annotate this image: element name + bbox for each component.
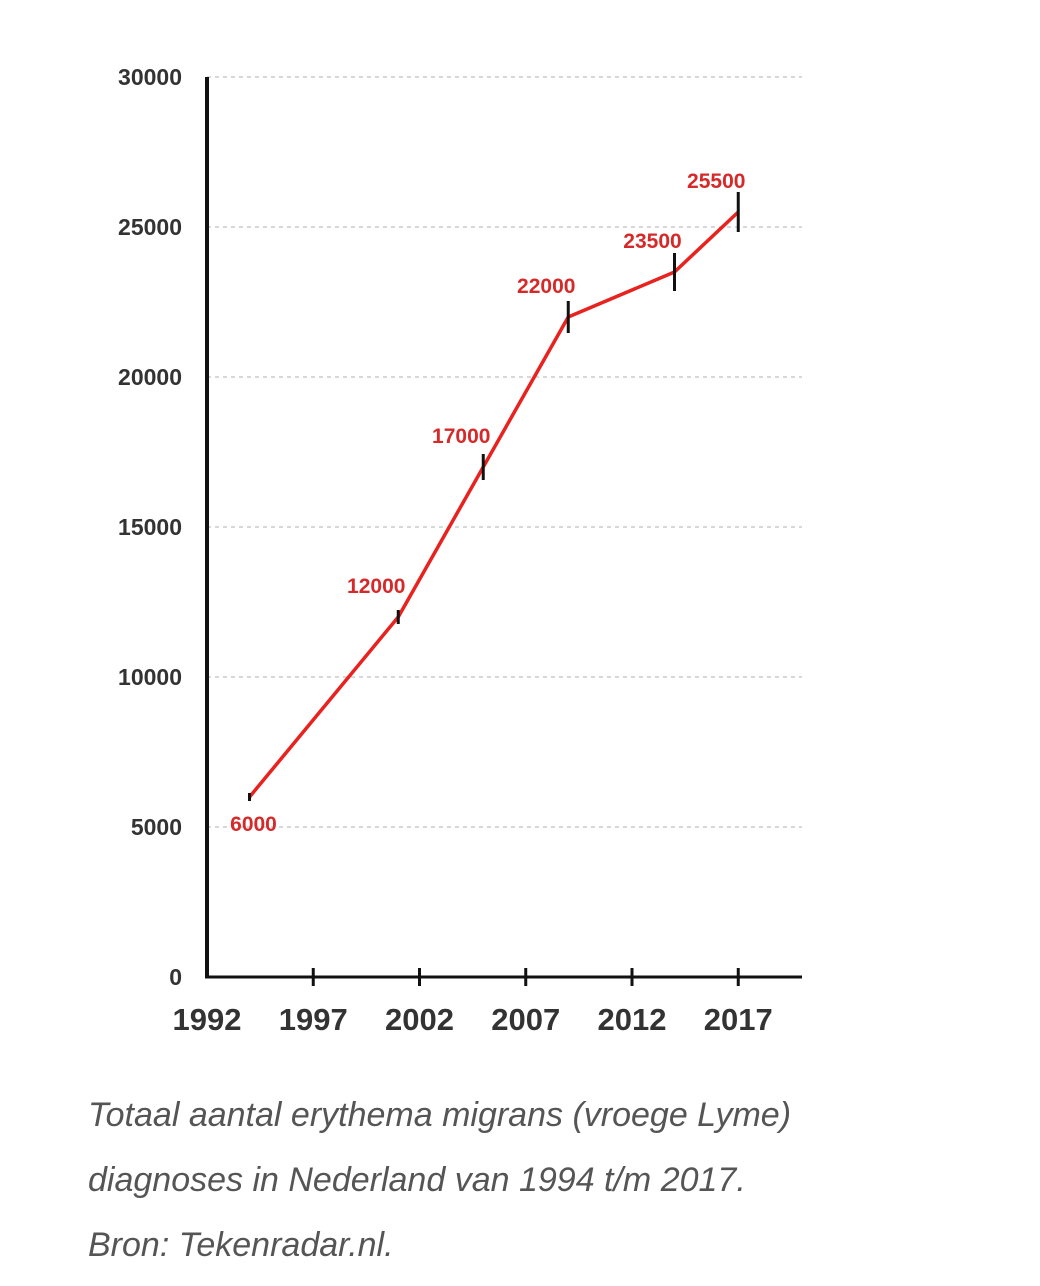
y-tick-label: 0 xyxy=(169,964,182,990)
series-line xyxy=(248,210,740,799)
grid-lines xyxy=(207,76,802,828)
axes xyxy=(205,77,802,986)
y-tick-label: 25000 xyxy=(118,214,182,240)
y-tick-label: 10000 xyxy=(118,664,182,690)
caption-line-1: Totaal aantal erythema migrans (vroege L… xyxy=(88,1096,792,1134)
y-tick-label: 20000 xyxy=(118,364,182,390)
data-label: 23500 xyxy=(623,230,681,253)
data-label: 12000 xyxy=(347,575,405,598)
y-tick-label: 15000 xyxy=(118,514,182,540)
caption-source: Bron: Tekenradar.nl. xyxy=(88,1226,394,1264)
x-tick-label: 2017 xyxy=(704,1002,773,1037)
caption-line-2: diagnoses in Nederland van 1994 t/m 2017… xyxy=(88,1161,746,1199)
line-chart: 0 5000 10000 15000 20000 25000 30000 1992 1997 2… xyxy=(118,64,802,1037)
y-tick-labels: 0 5000 10000 15000 20000 25000 30000 xyxy=(118,64,182,990)
data-label: 6000 xyxy=(230,813,277,836)
data-label: 25500 xyxy=(687,170,745,193)
data-labels: 6000 12000 17000 22000 23500 25500 xyxy=(230,170,745,836)
x-tick-label: 1997 xyxy=(279,1002,348,1037)
x-tick-label: 2007 xyxy=(491,1002,560,1037)
x-tick-label: 1992 xyxy=(173,1002,242,1037)
y-tick-label: 30000 xyxy=(118,64,182,90)
x-tick-labels: 1992 1997 2002 2007 2012 2017 xyxy=(173,1002,773,1037)
x-tick-label: 2012 xyxy=(598,1002,667,1037)
series-lyme-diagnoses xyxy=(248,192,740,801)
data-label: 17000 xyxy=(432,425,490,448)
x-tick-label: 2002 xyxy=(385,1002,454,1037)
data-label: 22000 xyxy=(517,275,575,298)
y-tick-label: 5000 xyxy=(131,814,182,840)
